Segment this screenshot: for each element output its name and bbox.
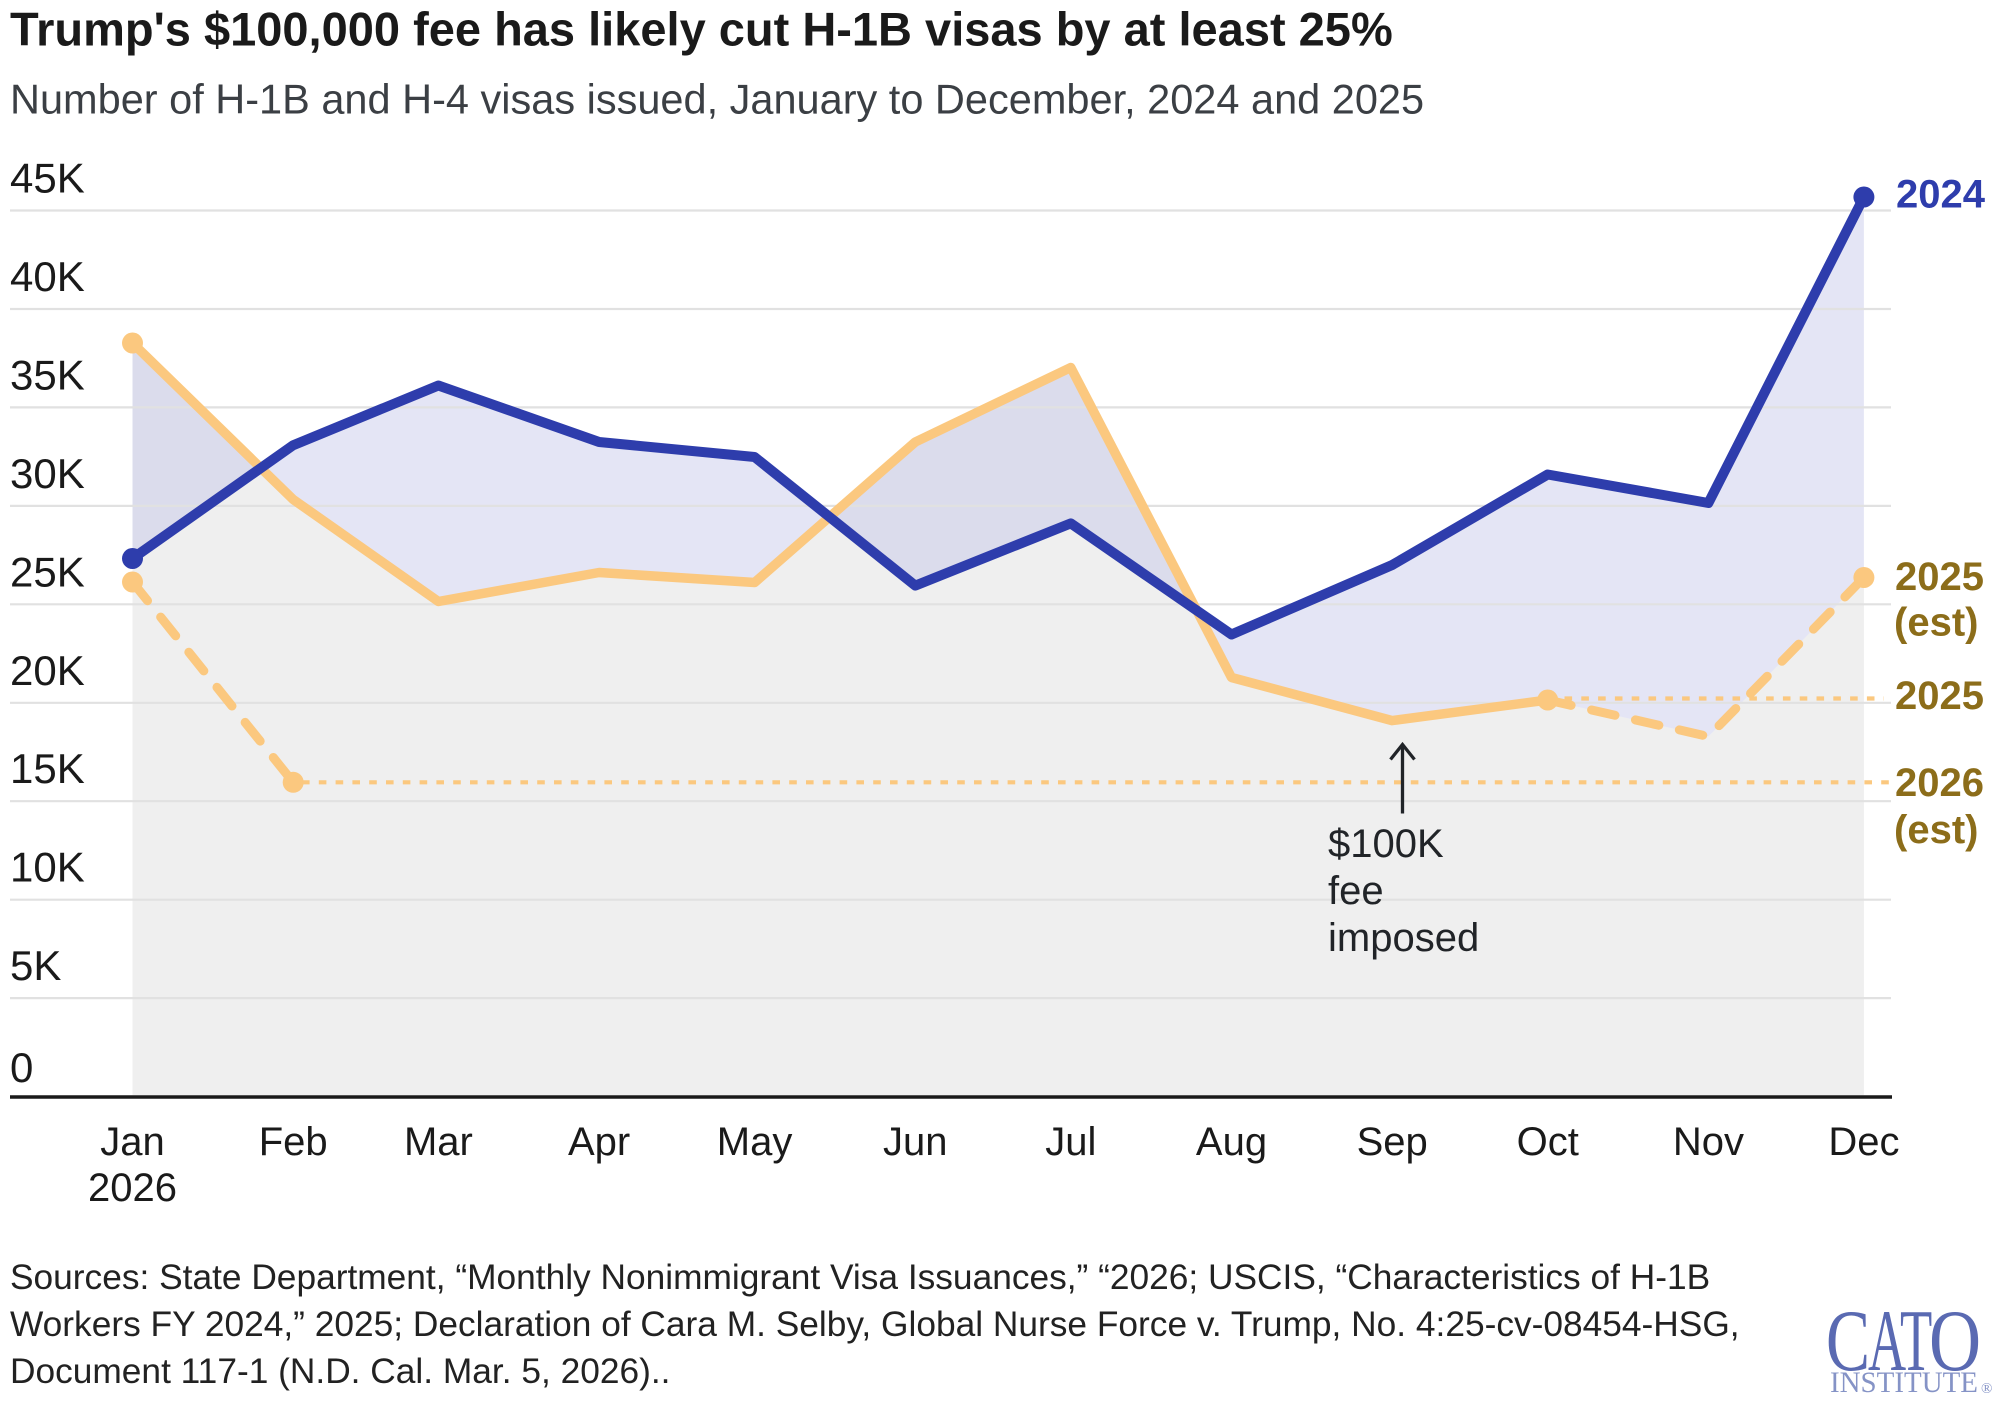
- svg-text:2024: 2024: [1896, 173, 1986, 217]
- svg-text:Jul: Jul: [1045, 1120, 1096, 1164]
- svg-text:45K: 45K: [10, 155, 85, 202]
- svg-text:Trump's $100,000 fee has likel: Trump's $100,000 fee has likely cut H-1B…: [10, 3, 1393, 56]
- svg-text:25K: 25K: [10, 548, 85, 595]
- svg-text:40K: 40K: [10, 253, 85, 300]
- svg-text:Mar: Mar: [404, 1120, 473, 1164]
- svg-text:Oct: Oct: [1517, 1120, 1579, 1164]
- svg-text:Jun: Jun: [883, 1120, 948, 1164]
- svg-text:Jan: Jan: [100, 1120, 165, 1164]
- svg-text:2026: 2026: [88, 1166, 177, 1210]
- svg-text:Document 117-1 (N.D. Cal. Mar.: Document 117-1 (N.D. Cal. Mar. 5, 2026).…: [10, 1352, 670, 1391]
- svg-text:May: May: [717, 1120, 793, 1164]
- svg-text:Aug: Aug: [1196, 1120, 1267, 1164]
- svg-text:Dec: Dec: [1828, 1120, 1899, 1164]
- svg-text:30K: 30K: [10, 450, 85, 497]
- svg-text:Workers FY 2024,” 2025; Declar: Workers FY 2024,” 2025; Declaration of C…: [10, 1305, 1740, 1344]
- svg-text:2025: 2025: [1895, 555, 1984, 599]
- svg-text:imposed: imposed: [1328, 916, 1479, 960]
- svg-text:(est): (est): [1894, 808, 1978, 852]
- svg-text:10K: 10K: [10, 844, 85, 891]
- svg-text:C: C: [1826, 1292, 1870, 1389]
- svg-text:®: ®: [1981, 1381, 1992, 1397]
- svg-text:T: T: [1900, 1291, 1932, 1389]
- svg-text:Sources: State Department, “Mo: Sources: State Department, “Monthly Noni…: [10, 1258, 1710, 1297]
- svg-text:$100K: $100K: [1328, 822, 1444, 866]
- svg-text:(est): (est): [1894, 601, 1978, 645]
- svg-text:5K: 5K: [10, 942, 61, 989]
- svg-text:fee: fee: [1328, 869, 1384, 913]
- svg-text:Sep: Sep: [1357, 1120, 1428, 1164]
- svg-text:15K: 15K: [10, 745, 85, 792]
- svg-text:2025: 2025: [1895, 674, 1984, 718]
- svg-text:35K: 35K: [10, 351, 85, 398]
- svg-text:0: 0: [10, 1044, 33, 1091]
- svg-text:20K: 20K: [10, 647, 85, 694]
- svg-text:INSTITUTE: INSTITUTE: [1830, 1366, 1978, 1399]
- svg-text:2026: 2026: [1895, 761, 1984, 805]
- svg-text:Nov: Nov: [1673, 1120, 1744, 1164]
- svg-text:O: O: [1929, 1292, 1981, 1389]
- svg-text:Apr: Apr: [568, 1120, 630, 1164]
- svg-text:Feb: Feb: [259, 1120, 328, 1164]
- svg-text:Number of H-1B and H-4 visas i: Number of H-1B and H-4 visas issued, Jan…: [10, 76, 1424, 123]
- svg-text:A: A: [1868, 1291, 1906, 1389]
